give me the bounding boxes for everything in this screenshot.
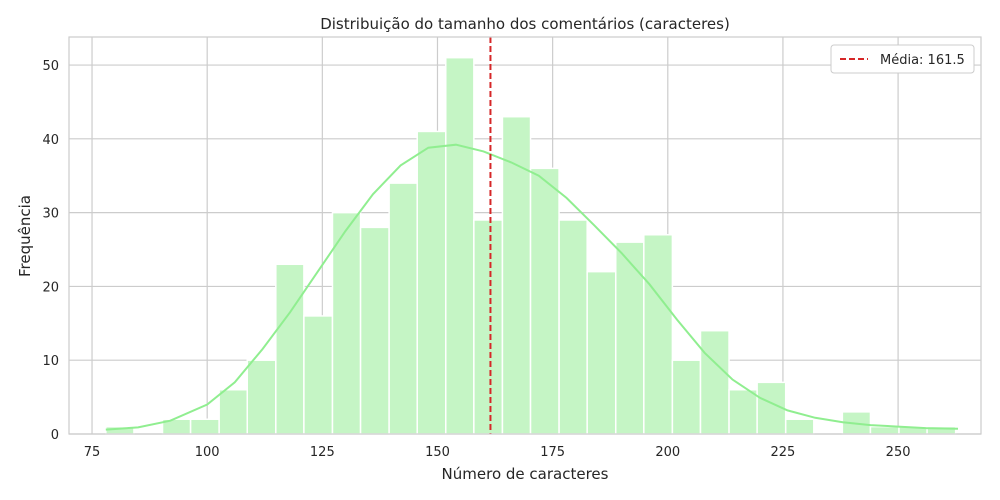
histogram-bar [189,418,220,435]
y-axis-label: Frequência [16,195,34,277]
histogram-bar [416,130,447,435]
histogram-bar [359,226,390,435]
histogram-bar [331,211,362,435]
x-tick-label: 150 [425,445,450,460]
histogram-bar [784,418,815,435]
y-axis-ticks: 0 10 20 30 40 50 [42,59,59,443]
y-tick-label: 40 [42,133,59,148]
legend-box [830,44,975,74]
histogram-bar [671,359,702,435]
kde-curve [105,143,959,431]
x-tick-label: 75 [84,445,101,460]
histogram-bars [105,56,957,435]
x-tick-label: 225 [771,445,796,460]
histogram-bar [218,388,249,435]
histogram-bar [246,359,277,435]
histogram-bar [275,263,305,435]
plot-frame [68,36,982,435]
x-tick-label: 250 [886,445,911,460]
histogram-bar [445,56,475,435]
y-tick-label: 20 [42,280,59,295]
y-tick-label: 30 [42,207,59,222]
histogram-bar [869,425,900,435]
histogram-bar [728,388,758,435]
histogram-bar [558,219,588,435]
y-tick-label: 10 [42,354,59,369]
y-tick-label: 0 [51,428,59,443]
histogram-bar [529,167,560,435]
x-axis-ticks: 75 100 125 150 175 200 225 250 [84,445,911,460]
histogram-bar [303,315,334,435]
histogram-bar [614,241,645,435]
legend-mean-label: Média: 161.5 [880,53,965,68]
legend: Média: 161.5 [830,44,975,74]
x-tick-label: 200 [655,445,680,460]
histogram-bar [388,182,418,435]
x-tick-label: 125 [310,445,335,460]
histogram-bar [699,329,730,435]
x-axis-label: Número de caracteres [442,465,609,483]
x-tick-label: 100 [195,445,220,460]
histogram-bar [643,234,674,435]
histogram-bar [586,270,617,435]
histogram-bar [473,219,504,435]
chart-title: Distribuição do tamanho dos comentários … [320,15,730,33]
x-tick-label: 175 [540,445,565,460]
y-tick-label: 50 [42,59,59,74]
